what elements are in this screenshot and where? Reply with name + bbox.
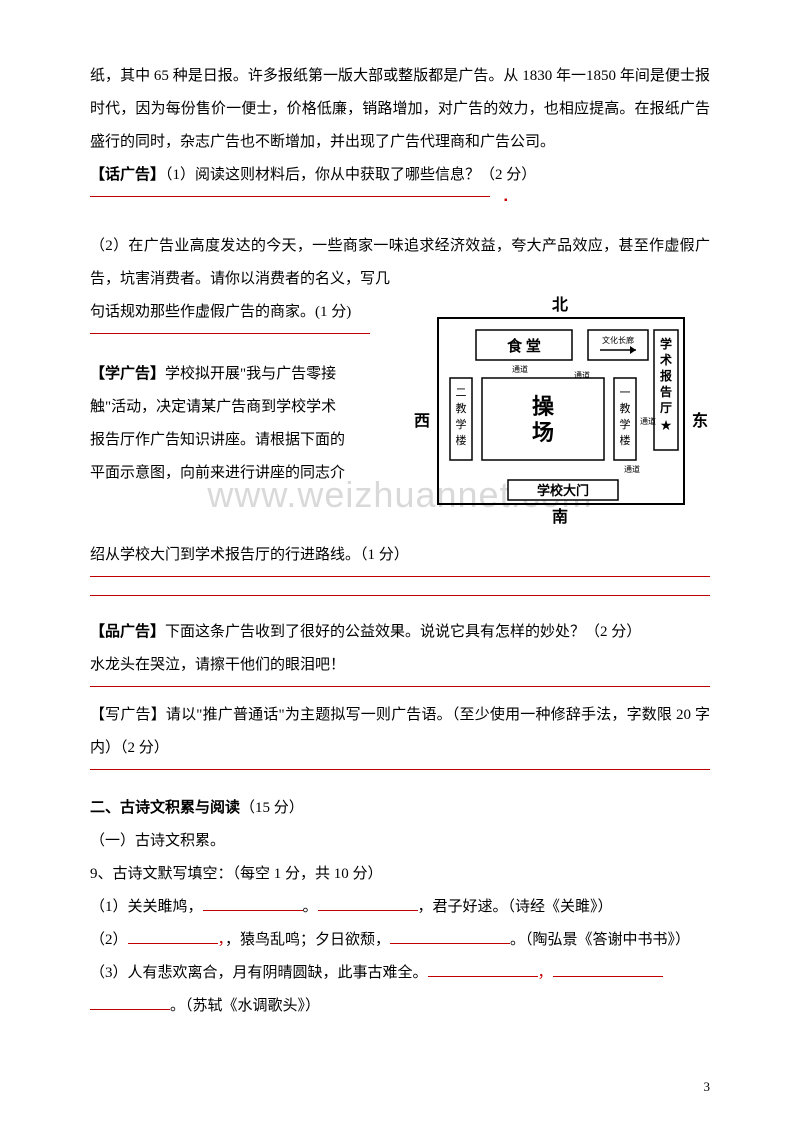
xie-label: 【写广告】 xyxy=(90,707,166,723)
i2a: （2） xyxy=(90,932,128,948)
blank xyxy=(90,992,170,1010)
s2-sub1: （一）古诗文积累。 xyxy=(90,825,710,858)
hua-q1-text: （1）阅读这则材料后，你从中获取了哪些信息？（2 分） xyxy=(165,167,536,183)
answer-line xyxy=(90,576,710,577)
dir-west: 西 xyxy=(414,412,430,430)
s2-title-text: 二、古诗文积累与阅读 xyxy=(90,800,240,816)
xue-p1-text: 学校拟开展"我与广告零接 xyxy=(165,366,336,382)
dir-south: 南 xyxy=(552,507,568,526)
page-number: 3 xyxy=(704,1073,711,1102)
i3a: （3）人有悲欢离合，月有阴晴圆缺，此事古难全。 xyxy=(90,965,428,981)
blank xyxy=(203,893,303,911)
b2c3: 学 xyxy=(456,417,467,431)
hall-c4: 告 xyxy=(660,384,672,399)
path-label-3: 通道 xyxy=(624,464,640,474)
comma: ， xyxy=(218,932,226,948)
field-l2: 场 xyxy=(532,420,554,445)
xue-p3: 报告厅作广告知识讲座。请根据下面的 xyxy=(90,424,392,457)
intro-paragraph: 纸，其中 65 种是日报。许多报纸第一版大部或整版都是广告。从 1830 年一1… xyxy=(90,60,710,159)
star-icon: ★ xyxy=(660,419,673,434)
xue-label: 【学广告】 xyxy=(90,366,165,382)
b2c1: 二 xyxy=(456,387,467,399)
xue-p2: 触"活动，决定请某广告商到学校学术 xyxy=(90,391,392,424)
xie-line: 【写广告】请以"推广普通话"为主题拟写一则广告语。（至少使用一种修辞手法，字数限… xyxy=(90,699,710,765)
hua-label: 【话广告】 xyxy=(90,167,165,183)
hall-c1: 学 xyxy=(660,336,672,351)
answer-line xyxy=(90,595,710,596)
pin-label: 【品广告】 xyxy=(90,624,165,640)
hall-c3: 报 xyxy=(660,368,672,383)
xue-p5: 绍从学校大门到学术报告厅的行进路线。（1 分） xyxy=(90,539,710,572)
blank xyxy=(390,926,510,944)
pin-text: 下面这条广告收到了很好的公益效果。说说它具有怎样的妙处？（2 分） xyxy=(165,624,641,640)
s2-item1: （1）关关雎鸠， 。 ，君子好逑。（诗经《关雎》） xyxy=(90,891,710,924)
b1c1: 一 xyxy=(620,387,631,399)
s2-item2: （2） ，，猿鸟乱鸣；夕日欲颓， 。（陶弘景《答谢中书书》） xyxy=(90,924,710,957)
dir-east: 东 xyxy=(692,411,708,430)
s2-q9: 9、古诗文默写填空：（每空 1 分，共 10 分） xyxy=(90,858,710,891)
s2-item3: （3）人有悲欢离合，月有阴晴圆缺，此事古难全。 ， xyxy=(90,957,710,990)
i2c: 。（陶弘景《答谢中书书》） xyxy=(510,932,690,948)
answer-line xyxy=(90,333,370,334)
i1b: 。 xyxy=(303,899,318,915)
hua-q2-intro: （2）在广告业高度发达的今天，一些商家一味追求经济效益，夸大产品效应，甚至作虚假… xyxy=(90,230,710,296)
pin-ad: 水龙头在哭泣，请擦干他们的眼泪吧！ xyxy=(90,649,710,682)
b1c3: 学 xyxy=(620,417,631,431)
xie-text: 请以"推广普通话"为主题拟写一则广告语。（至少使用一种修辞手法，字数限 20 字… xyxy=(90,707,710,756)
i1c: ，君子好逑。（诗经《关雎》） xyxy=(418,899,613,915)
blank xyxy=(553,959,663,977)
blank xyxy=(428,959,538,977)
b1c2: 教 xyxy=(620,402,631,415)
corridor-box xyxy=(588,330,648,360)
comma: ， xyxy=(538,965,553,981)
xue-p4: 平面示意图，向前来进行讲座的同志介 xyxy=(90,457,392,490)
blank xyxy=(128,926,218,944)
path-label-1: 通道 xyxy=(512,364,528,374)
corridor-label: 文化长廊 xyxy=(602,335,634,345)
s2-item3b: 。（苏轼《水调歌头》） xyxy=(90,990,710,1023)
b2c2: 教 xyxy=(456,402,467,415)
answer-line xyxy=(90,196,490,197)
s2-points: （15 分） xyxy=(240,800,304,816)
pin-line: 【品广告】下面这条广告收到了很好的公益效果。说说它具有怎样的妙处？（2 分） xyxy=(90,616,710,649)
section2-title: 二、古诗文积累与阅读（15 分） xyxy=(90,792,710,825)
xue-p1: 【学广告】学校拟开展"我与广告零接 xyxy=(90,358,392,391)
field-l1: 操 xyxy=(532,394,555,419)
marker-icon: ▪ xyxy=(504,190,512,198)
hall-c5: 厅 xyxy=(660,401,672,415)
gate-label: 学校大门 xyxy=(537,483,589,498)
path-label-4: 通道 xyxy=(640,416,656,426)
i2b: ，猿鸟乱鸣；夕日欲颓， xyxy=(225,932,390,948)
campus-diagram: 北 西 东 南 食 堂 文化长廊 学 术 报 告 厅 ★ xyxy=(410,296,710,539)
hall-c2: 术 xyxy=(659,352,672,367)
field-box xyxy=(482,378,604,460)
answer-line xyxy=(90,769,710,770)
blank xyxy=(318,893,418,911)
b1c4: 楼 xyxy=(620,433,631,447)
hua-q1: 【话广告】（1）阅读这则材料后，你从中获取了哪些信息？（2 分） xyxy=(90,159,710,192)
i3c: 。（苏轼《水调歌头》） xyxy=(170,998,320,1014)
i1a: （1）关关雎鸠， xyxy=(90,899,203,915)
dir-north: 北 xyxy=(552,296,568,314)
canteen-label: 食 堂 xyxy=(507,337,541,355)
diagram-svg: 北 西 东 南 食 堂 文化长廊 学 术 报 告 厅 ★ xyxy=(410,296,710,526)
answer-line xyxy=(90,686,710,687)
hua-q2-line2: 句话规劝那些作虚假广告的商家。(1 分) xyxy=(90,296,392,329)
b2c4: 楼 xyxy=(456,433,467,447)
